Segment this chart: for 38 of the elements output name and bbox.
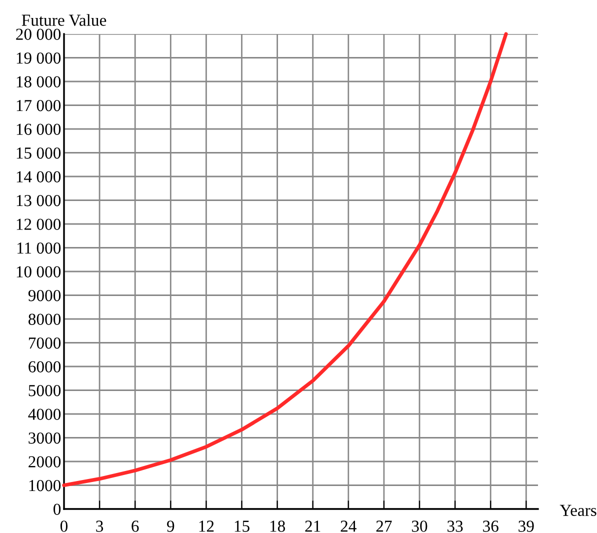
x-tick-label: 12	[199, 520, 214, 532]
y-tick-label: 20 000	[16, 28, 61, 40]
x-tick-label: 24	[340, 520, 356, 532]
y-tick-label: 16 000	[16, 124, 61, 135]
y-tick-label: 14 000	[16, 171, 61, 182]
y-tick-label: 4000	[28, 408, 61, 420]
y-tick-label: 12 000	[16, 218, 61, 230]
y-tick-label: 7000	[28, 337, 61, 349]
y-tick-label: 2000	[28, 456, 61, 468]
x-tick-label: 3	[96, 520, 104, 532]
x-tick-label: 30	[412, 520, 428, 532]
y-tick-label: 0	[54, 504, 61, 515]
x-tick-label: 33	[448, 520, 463, 532]
y-tick-label: 5000	[28, 384, 61, 396]
y-tick-label: 13 000	[16, 194, 61, 206]
x-tick-label: 21	[305, 520, 320, 532]
y-tick-label: 9000	[28, 290, 61, 302]
y-axis-title: Future Value	[22, 14, 106, 26]
x-axis-title: Years	[560, 504, 596, 516]
y-tick-label: 10 000	[16, 266, 61, 278]
y-tick-label: 1000	[29, 480, 61, 492]
y-tick-label: 17 000	[16, 100, 61, 112]
y-tick-label: 6000	[28, 361, 61, 372]
x-tick-label: 9	[167, 520, 174, 532]
x-tick-label: 36	[483, 520, 498, 532]
y-tick-label: 3000	[28, 432, 61, 444]
y-tick-label: 19 000	[16, 52, 61, 64]
x-tick-label: 0	[60, 520, 68, 532]
y-tick-label: 11 000	[17, 242, 61, 254]
x-tick-label: 18	[270, 520, 285, 532]
x-tick-label: 39	[518, 520, 534, 532]
line-series	[62, 32, 508, 488]
y-tick-label: 18 000	[16, 76, 61, 88]
y-tick-label: 8000	[28, 314, 61, 325]
x-tick-label: 6	[132, 520, 139, 532]
y-tick-label: 15 000	[16, 147, 61, 159]
x-tick-label: 27	[376, 520, 392, 532]
x-tick-label: 15	[234, 520, 250, 532]
